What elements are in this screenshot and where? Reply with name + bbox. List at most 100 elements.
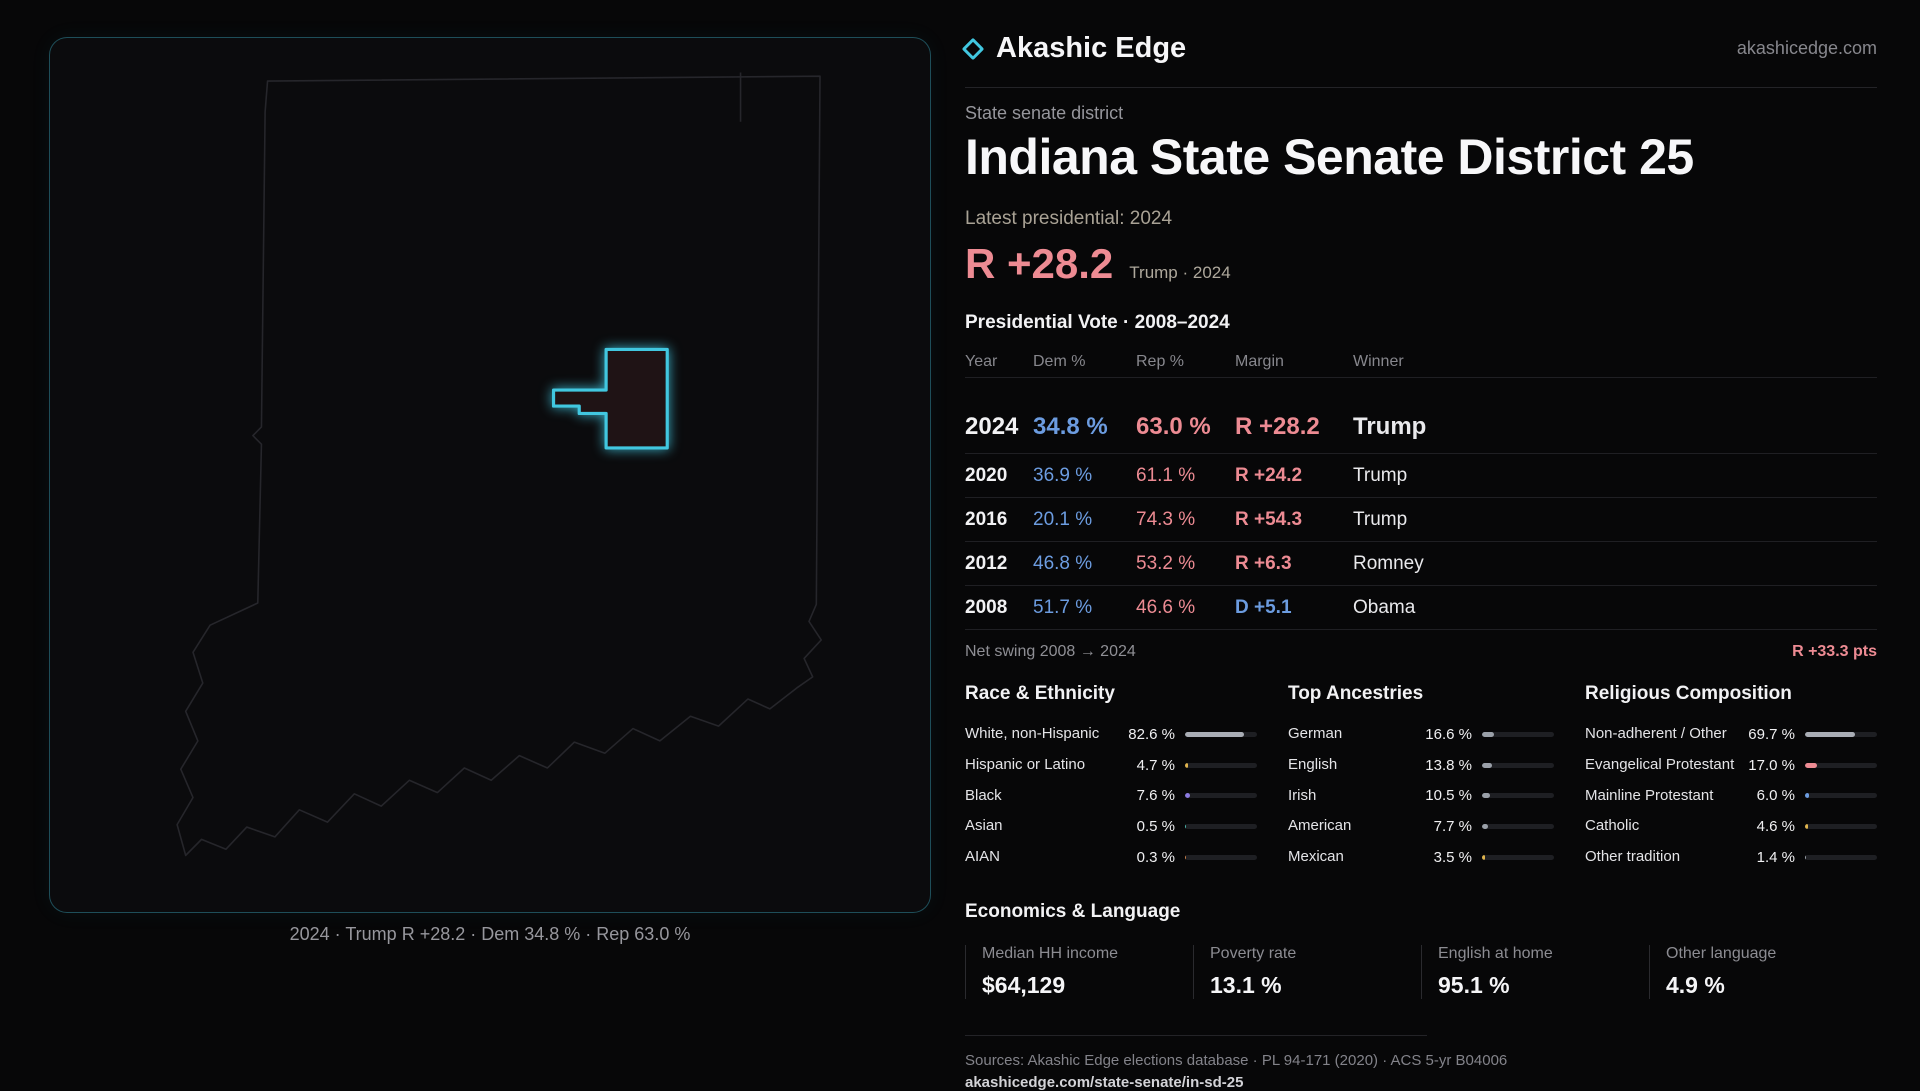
demo-bar-fill <box>1185 763 1188 768</box>
demo-value: 7.6 % <box>1137 787 1175 804</box>
permalink[interactable]: akashicedge.com/state-senate/in-sd-25 <box>965 1074 1877 1091</box>
vote-winner: Obama <box>1353 597 1877 619</box>
topbar: Akashic Edge akashicedge.com <box>965 0 1877 88</box>
site-link[interactable]: akashicedge.com <box>1737 38 1877 59</box>
econ-stat-poverty-rate: Poverty rate 13.1 % <box>1193 945 1421 999</box>
demo-value: 0.5 % <box>1137 818 1175 835</box>
demo-value: 17.0 % <box>1748 757 1795 774</box>
econ-stat-median-hh-income: Median HH income $64,129 <box>965 945 1193 999</box>
demo-bar-fill <box>1805 824 1808 829</box>
vote-table-title: Presidential Vote · 2008–2024 <box>965 312 1877 334</box>
demo-bar-track <box>1482 763 1554 768</box>
demo-bar-fill <box>1805 855 1806 860</box>
vote-rep-pct: 61.1 % <box>1136 465 1235 487</box>
vote-year: 2024 <box>965 413 1033 441</box>
net-swing-row: Net swing 2008 → 2024 R +33.3 pts <box>965 643 1877 661</box>
economics-section: Economics & Language Median HH income $64… <box>965 901 1877 999</box>
demo-bar-track <box>1185 763 1257 768</box>
headline-margin-note: Trump · 2024 <box>1129 263 1230 283</box>
demo-row-american: American 7.7 % <box>1288 811 1554 842</box>
vote-year: 2020 <box>965 465 1033 487</box>
demo-bar-track <box>1482 855 1554 860</box>
brand: Akashic Edge <box>965 32 1186 65</box>
demo-label: English <box>1288 756 1415 775</box>
economics-title: Economics & Language <box>965 901 1877 923</box>
demo-bar-track <box>1482 793 1554 798</box>
brand-name: Akashic Edge <box>996 32 1186 65</box>
economics-grid: Median HH income $64,129 Poverty rate 13.1 … <box>965 945 1877 999</box>
vote-margin: D +5.1 <box>1235 597 1353 619</box>
vote-winner: Trump <box>1353 413 1877 441</box>
demo-value: 6.0 % <box>1757 787 1795 804</box>
vote-year: 2008 <box>965 597 1033 619</box>
demo-bar-fill <box>1482 763 1492 768</box>
demo-value: 82.6 % <box>1128 726 1175 743</box>
demo-label: Catholic <box>1585 817 1747 836</box>
demo-bar-fill <box>1805 763 1817 768</box>
vote-rep-pct: 46.6 % <box>1136 597 1235 619</box>
demo-bar-fill <box>1805 793 1809 798</box>
demo-bar-fill <box>1482 855 1485 860</box>
demo-bar-fill <box>1185 793 1190 798</box>
vote-margin: R +54.3 <box>1235 509 1353 531</box>
vote-year: 2016 <box>965 509 1033 531</box>
vote-dem-pct: 51.7 % <box>1033 597 1136 619</box>
demo-label: AIAN <box>965 848 1127 867</box>
section-title-religious-composition: Religious Composition <box>1585 683 1877 705</box>
footer: Sources: Akashic Edge elections database… <box>965 1035 1877 1091</box>
vote-margin: R +24.2 <box>1235 465 1353 487</box>
econ-stat-value: 4.9 % <box>1666 972 1877 999</box>
headline-margin-value: R +28.2 <box>965 240 1113 288</box>
vote-col-header-year: Year <box>965 353 1033 371</box>
demo-value: 13.8 % <box>1425 757 1472 774</box>
demo-value: 4.7 % <box>1137 757 1175 774</box>
demo-bar-track <box>1482 732 1554 737</box>
demo-bar-fill <box>1482 793 1490 798</box>
demo-bar-track <box>1805 732 1877 737</box>
demo-label: Asian <box>965 817 1127 836</box>
latest-presidential-label: Latest presidential: 2024 <box>965 208 1877 230</box>
demo-value: 7.7 % <box>1434 818 1472 835</box>
net-swing-label: Net swing 2008 → 2024 <box>965 643 1136 661</box>
demo-row-english: English 13.8 % <box>1288 750 1554 781</box>
demo-value: 4.6 % <box>1757 818 1795 835</box>
econ-stat-label: Other language <box>1666 945 1877 963</box>
econ-stat-value: 13.1 % <box>1210 972 1421 999</box>
vote-rep-pct: 74.3 % <box>1136 509 1235 531</box>
district-shape[interactable] <box>554 349 668 447</box>
vote-winner: Romney <box>1353 553 1877 575</box>
demo-bar-track <box>1805 824 1877 829</box>
sources-text: Sources: Akashic Edge elections database… <box>965 1052 1877 1069</box>
demo-label: Irish <box>1288 787 1415 806</box>
demo-row-asian: Asian 0.5 % <box>965 811 1257 842</box>
econ-stat-label: Median HH income <box>982 945 1193 963</box>
section-title-top-ancestries: Top Ancestries <box>1288 683 1554 705</box>
demo-bar-track <box>1805 855 1877 860</box>
page-title: Indiana State Senate District 25 <box>965 128 1877 186</box>
district-kicker: State senate district <box>965 103 1877 124</box>
demo-value: 3.5 % <box>1434 849 1472 866</box>
demo-row-catholic: Catholic 4.6 % <box>1585 811 1877 842</box>
demo-label: Mexican <box>1288 848 1424 867</box>
vote-margin: R +28.2 <box>1235 413 1353 441</box>
demo-label: American <box>1288 817 1424 836</box>
econ-stat-label: English at home <box>1438 945 1649 963</box>
vote-col-header-winner: Winner <box>1353 353 1877 371</box>
vote-margin: R +6.3 <box>1235 553 1353 575</box>
econ-stat-value: $64,129 <box>982 972 1193 999</box>
demo-bar-fill <box>1185 732 1244 737</box>
vote-col-header-dem: Dem % <box>1033 353 1136 371</box>
econ-stat-label: Poverty rate <box>1210 945 1421 963</box>
vote-dem-pct: 36.9 % <box>1033 465 1136 487</box>
